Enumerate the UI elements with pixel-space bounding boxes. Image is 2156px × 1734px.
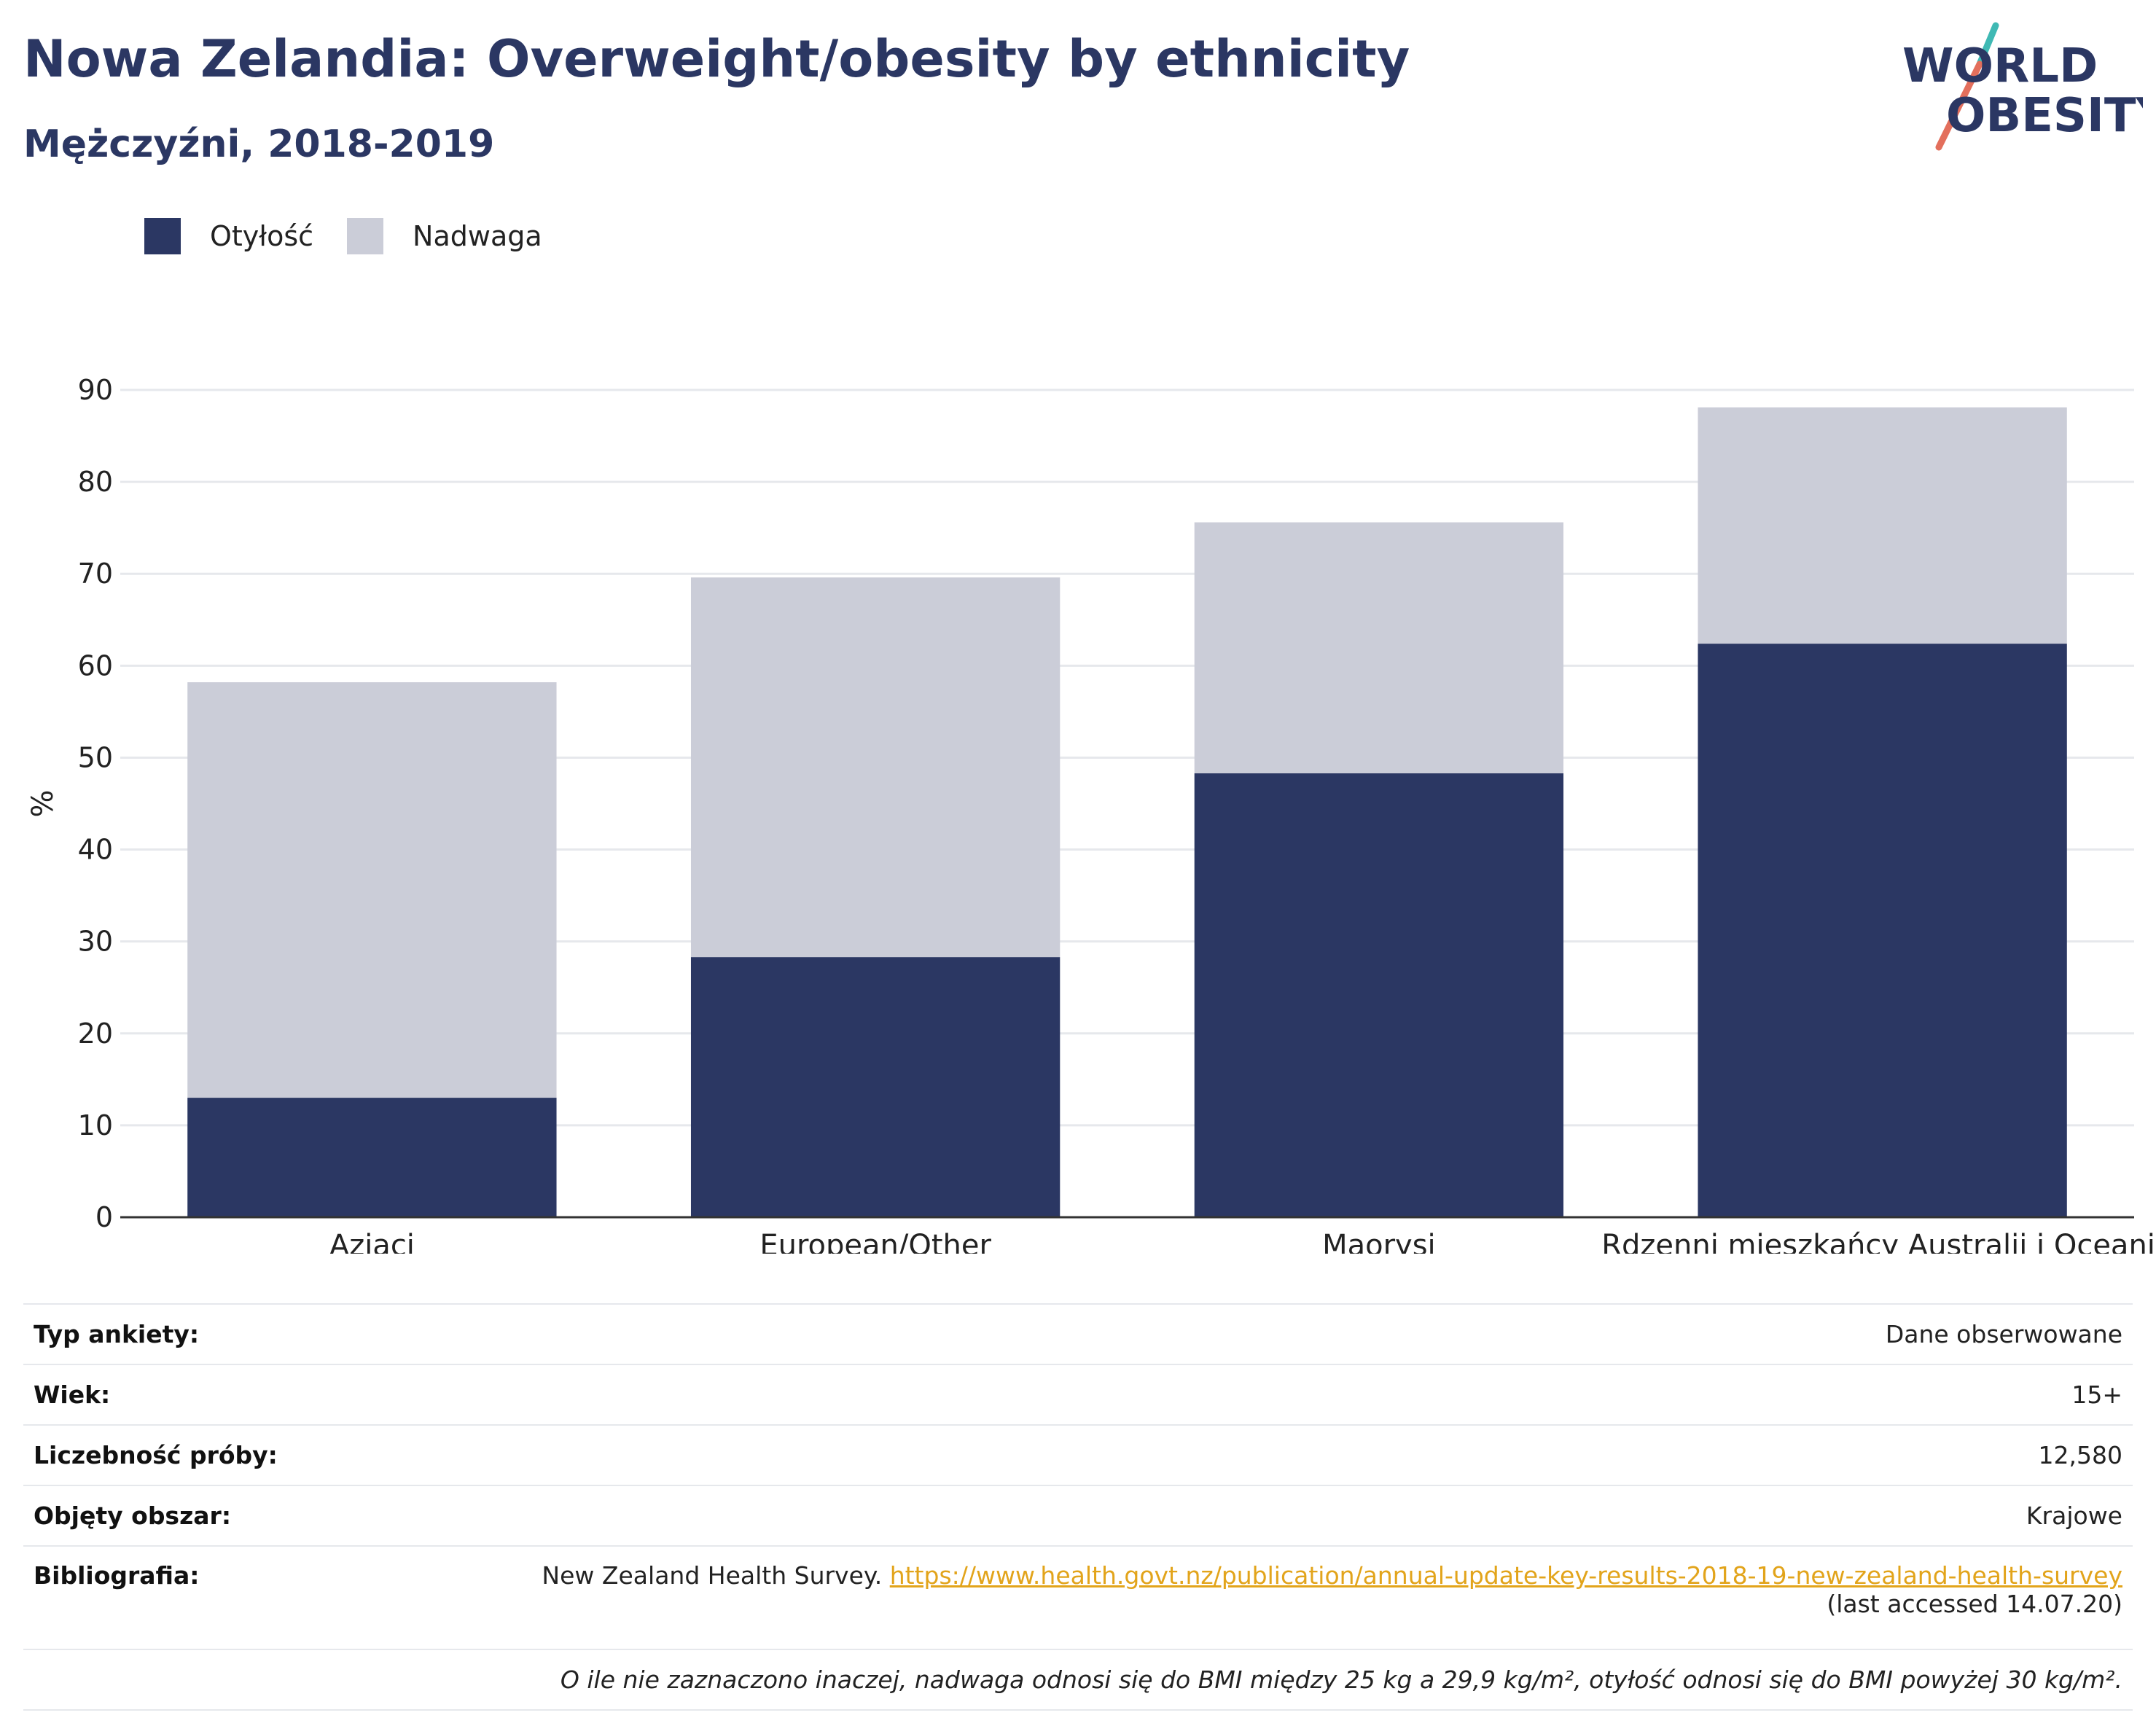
bibliography-link[interactable]: https://www.health.govt.nz/publication/a… (889, 1561, 2122, 1590)
bibliography-source: New Zealand Health Survey. (542, 1561, 883, 1590)
bar-overweight[interactable] (1194, 522, 1564, 773)
world-obesity-logo: WORLD OBESITY (1902, 22, 2143, 151)
bar-obesity[interactable] (690, 957, 1061, 1217)
y-tick-label: 60 (78, 649, 113, 682)
y-axis-label: % (26, 789, 60, 817)
y-tick-label: 80 (78, 466, 113, 498)
info-table: Typ ankiety: Dane obserwowane Wiek: 15+ … (23, 1303, 2133, 1711)
info-value-area: Krajowe (2026, 1501, 2122, 1530)
x-tick-label: Azjaci (329, 1229, 415, 1254)
definition-note: O ile nie zaznaczono inaczej, nadwaga od… (560, 1665, 2122, 1694)
info-key-sample-size: Liczebność próby: (34, 1441, 278, 1469)
y-tick-label: 50 (78, 741, 113, 773)
legend-label-obesity: Otyłość (210, 220, 314, 252)
info-value-sample-size: 12,580 (2038, 1441, 2122, 1469)
legend-item-overweight[interactable]: Nadwaga (347, 218, 542, 254)
page-title: Nowa Zelandia: Overweight/obesity by eth… (23, 29, 1410, 89)
info-row: Objęty obszar: Krajowe (23, 1485, 2133, 1546)
y-tick-label: 70 (78, 558, 113, 590)
info-value-bibliography: New Zealand Health Survey. https://www.h… (322, 1546, 2133, 1649)
y-tick-label: 40 (78, 834, 113, 866)
info-value-survey-type: Dane obserwowane (1885, 1320, 2122, 1348)
legend-swatch-overweight (347, 218, 384, 254)
info-key-survey-type: Typ ankiety: (34, 1320, 200, 1348)
x-tick-label: Rdzenni mieszkańcy Australii i Oceanii (1601, 1229, 2156, 1254)
info-value-age: 15+ (2071, 1380, 2122, 1409)
info-row: Liczebność próby: 12,580 (23, 1425, 2133, 1485)
bar-obesity[interactable] (187, 1098, 557, 1217)
y-tick-label: 0 (95, 1201, 113, 1233)
info-key-bibliography: Bibliografia: (34, 1561, 200, 1590)
info-key-age: Wiek: (34, 1380, 111, 1409)
y-tick-label: 30 (78, 926, 113, 958)
info-row-note: O ile nie zaznaczono inaczej, nadwaga od… (23, 1649, 2133, 1710)
bar-obesity[interactable] (1194, 773, 1564, 1217)
y-tick-label: 10 (78, 1109, 113, 1141)
chart-legend: Otyłość Nadwaga (144, 217, 576, 255)
stacked-bar-chart: 0 10 20 30 40 50 60 70 80 90% Azjaci European/Other… (26, 374, 2156, 1254)
info-key-area: Objęty obszar: (34, 1501, 232, 1530)
y-tick-label: 90 (78, 374, 113, 406)
bar-overweight[interactable] (187, 682, 557, 1098)
info-row-bibliography: Bibliografia: New Zealand Health Survey.… (23, 1546, 2133, 1649)
y-tick-label: 20 (78, 1018, 113, 1050)
bar-overweight[interactable] (1698, 407, 2067, 644)
x-tick-label: European/Other (759, 1229, 991, 1254)
info-row: Wiek: 15+ (23, 1364, 2133, 1425)
logo-line1: WORLD (1902, 39, 2098, 93)
x-tick-label: Maorysi (1322, 1229, 1436, 1254)
legend-item-obesity[interactable]: Otyłość (144, 218, 313, 254)
logo-line2: OBESITY (1946, 89, 2143, 143)
info-row: Typ ankiety: Dane obserwowane (23, 1304, 2133, 1364)
page-subtitle: Mężczyźni, 2018-2019 (23, 122, 495, 166)
bibliography-accessed: (last accessed 14.07.20) (1827, 1590, 2122, 1618)
bar-overweight[interactable] (690, 577, 1061, 958)
legend-swatch-obesity (144, 218, 181, 254)
bar-obesity[interactable] (1698, 644, 2067, 1217)
legend-label-overweight: Nadwaga (413, 220, 542, 252)
